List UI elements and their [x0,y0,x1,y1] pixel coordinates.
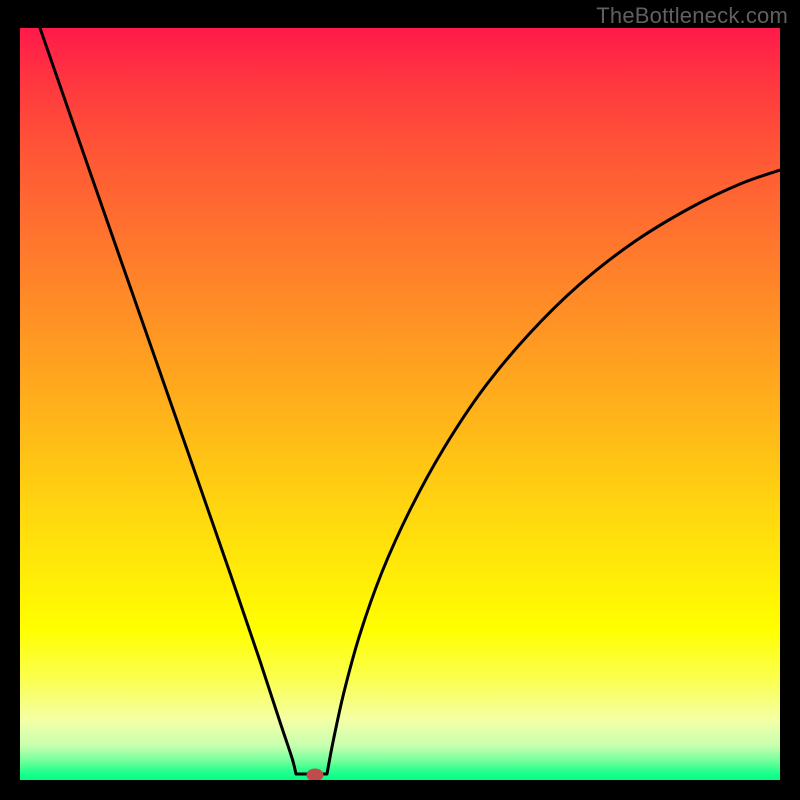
bottleneck-chart [20,28,780,780]
minimum-marker [307,769,323,780]
chart-container [20,28,780,780]
chart-background [20,28,780,780]
watermark-text: TheBottleneck.com [596,3,788,29]
chart-plot-area [20,28,780,780]
